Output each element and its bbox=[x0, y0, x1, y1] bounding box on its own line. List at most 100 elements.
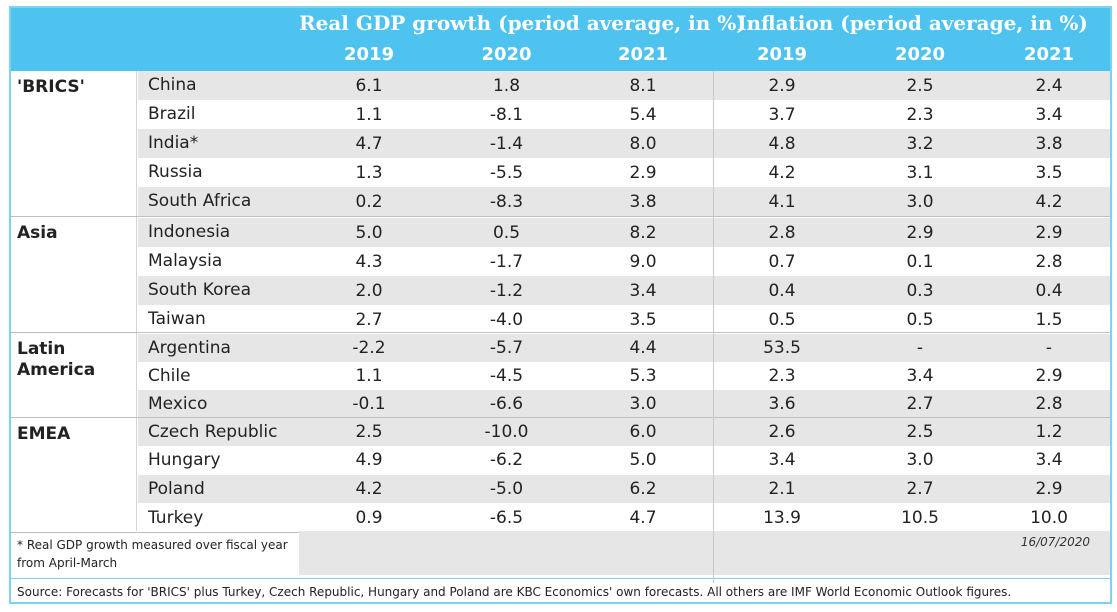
gdp-value: 1.3 bbox=[355, 162, 383, 183]
gdp-value: -6.2 bbox=[489, 450, 524, 470]
inflation-value: 2.7 bbox=[852, 390, 988, 418]
gdp-header: Real GDP growth (period average, in %) bbox=[299, 11, 746, 35]
inflation-value: 3.7 bbox=[768, 104, 796, 125]
inflation-value: 2.4 bbox=[988, 71, 1110, 100]
gdp-value: 2.9 bbox=[629, 162, 657, 183]
table-row: Mexico -0.1 -6.6 3.0 3.6 2.7 2.8 bbox=[11, 390, 1110, 418]
inflation-value: 3.2 bbox=[852, 129, 988, 158]
gdp-value: 5.0 bbox=[629, 450, 657, 470]
year-header: 2020 bbox=[894, 44, 946, 65]
inflation-value: 1.5 bbox=[1035, 309, 1063, 330]
inflation-value: 0.4 bbox=[988, 276, 1110, 305]
inflation-value: 3.4 bbox=[906, 366, 934, 386]
table-row: Russia 1.3 -5.5 2.9 4.2 3.1 3.5 bbox=[11, 158, 1110, 187]
inflation-value: 53.5 bbox=[712, 334, 852, 362]
group-separator bbox=[11, 332, 1110, 333]
gdp-value: 3.8 bbox=[574, 187, 712, 216]
table-footer: * Real GDP growth measured over fiscal y… bbox=[11, 531, 1110, 575]
gdp-value: 6.2 bbox=[574, 475, 712, 503]
inflation-value: 3.4 bbox=[768, 450, 796, 470]
table-row: Taiwan 2.7 -4.0 3.5 0.5 0.5 1.5 bbox=[11, 305, 1110, 334]
inflation-value: 0.5 bbox=[768, 309, 796, 330]
table-row: Chile 1.1 -4.5 5.3 2.3 3.4 2.9 bbox=[11, 362, 1110, 390]
inflation-value: 3.6 bbox=[712, 390, 852, 418]
country-name: Chile bbox=[148, 365, 191, 386]
country-name: Russia bbox=[148, 162, 203, 182]
gdp-value: 9.0 bbox=[629, 251, 657, 272]
table-row: China 6.1 1.8 8.1 2.9 2.5 2.4 bbox=[11, 71, 1110, 100]
country-name: Argentina bbox=[138, 334, 299, 362]
table-row: Poland 4.2 -5.0 6.2 2.1 2.7 2.9 bbox=[11, 475, 1110, 503]
table-row: Indonesia 5.0 0.5 8.2 2.8 2.9 2.9 bbox=[11, 218, 1110, 247]
gdp-value: 8.1 bbox=[574, 71, 712, 100]
country-name: Hungary bbox=[148, 449, 221, 470]
inflation-value: 2.8 bbox=[1035, 251, 1063, 272]
inflation-value: 2.8 bbox=[988, 390, 1110, 418]
inflation-value: 4.2 bbox=[768, 162, 796, 183]
country-name: Brazil bbox=[148, 104, 196, 124]
gdp-value: -6.5 bbox=[489, 508, 524, 528]
gdp-value: -4.5 bbox=[489, 366, 524, 386]
gdp-value: 4.7 bbox=[299, 129, 439, 158]
inflation-value: 0.5 bbox=[906, 309, 934, 330]
gdp-value: 0.5 bbox=[439, 218, 574, 247]
table-header: Real GDP growth (period average, in %) I… bbox=[11, 8, 1110, 71]
inflation-value: 2.7 bbox=[852, 475, 988, 503]
gdp-value: -5.5 bbox=[489, 162, 524, 183]
source-note: Source: Forecasts for 'BRICS' plus Turke… bbox=[11, 578, 1110, 602]
gdp-value: -2.2 bbox=[299, 334, 439, 362]
inflation-value: 1.2 bbox=[988, 418, 1110, 446]
inflation-value: 2.3 bbox=[906, 104, 934, 125]
forecast-table: Real GDP growth (period average, in %) I… bbox=[9, 6, 1112, 604]
gdp-value: -1.2 bbox=[439, 276, 574, 305]
inflation-value: 10.0 bbox=[1030, 508, 1068, 528]
gdp-value: 1.8 bbox=[439, 71, 574, 100]
gdp-value: -5.7 bbox=[439, 334, 574, 362]
country-name: Poland bbox=[138, 475, 299, 503]
country-name: Turkey bbox=[148, 507, 204, 528]
inflation-value: 2.6 bbox=[712, 418, 852, 446]
country-name: Mexico bbox=[138, 390, 299, 418]
gdp-value: 5.0 bbox=[299, 218, 439, 247]
inflation-value: 2.9 bbox=[988, 475, 1110, 503]
inflation-value: 2.9 bbox=[988, 218, 1110, 247]
year-header: 2019 bbox=[756, 44, 808, 65]
gdp-value: -10.0 bbox=[439, 418, 574, 446]
inflation-value: 3.5 bbox=[1035, 162, 1063, 183]
gdp-value: -1.4 bbox=[439, 129, 574, 158]
table-row: Malaysia 4.3 -1.7 9.0 0.7 0.1 2.8 bbox=[11, 247, 1110, 276]
inflation-value: 2.8 bbox=[712, 218, 852, 247]
year-header: 2019 bbox=[343, 44, 395, 65]
country-name: South Korea bbox=[138, 276, 299, 305]
gdp-value: 4.3 bbox=[355, 251, 383, 272]
footer-fill bbox=[299, 531, 713, 575]
inflation-value: 2.9 bbox=[1035, 366, 1063, 386]
year-header: 2021 bbox=[617, 44, 669, 65]
gdp-value: 4.7 bbox=[629, 508, 657, 528]
gdp-value: 1.1 bbox=[355, 366, 383, 386]
table-row: Czech Republic 2.5 -10.0 6.0 2.6 2.5 1.2 bbox=[11, 418, 1110, 446]
country-name: India* bbox=[138, 129, 299, 158]
gdp-value: 0.9 bbox=[355, 508, 383, 528]
gdp-value: -6.6 bbox=[439, 390, 574, 418]
group-label: EMEA bbox=[11, 418, 137, 531]
footer-fill bbox=[714, 531, 1110, 575]
table-row: Turkey 0.9 -6.5 4.7 13.9 10.5 10.0 bbox=[11, 504, 1110, 532]
group-separator bbox=[11, 417, 1110, 418]
gdp-value: 4.9 bbox=[355, 450, 383, 470]
inflation-value: 2.9 bbox=[852, 218, 988, 247]
inflation-value: 10.5 bbox=[901, 508, 939, 528]
gdp-value: -5.0 bbox=[439, 475, 574, 503]
gdp-value: 8.2 bbox=[574, 218, 712, 247]
country-name: South Africa bbox=[138, 187, 299, 216]
inflation-value: 2.9 bbox=[712, 71, 852, 100]
year-header: 2020 bbox=[481, 44, 532, 65]
date-label: 16/07/2020 bbox=[1020, 535, 1090, 549]
gdp-value: 3.0 bbox=[574, 390, 712, 418]
inflation-value: 0.3 bbox=[852, 276, 988, 305]
table-row: Hungary 4.9 -6.2 5.0 3.4 3.0 3.4 bbox=[11, 446, 1110, 474]
gdp-value: 1.1 bbox=[355, 104, 383, 125]
inflation-value: 4.1 bbox=[712, 187, 852, 216]
inflation-value: - bbox=[988, 334, 1110, 362]
inflation-value: 3.4 bbox=[1035, 450, 1063, 470]
